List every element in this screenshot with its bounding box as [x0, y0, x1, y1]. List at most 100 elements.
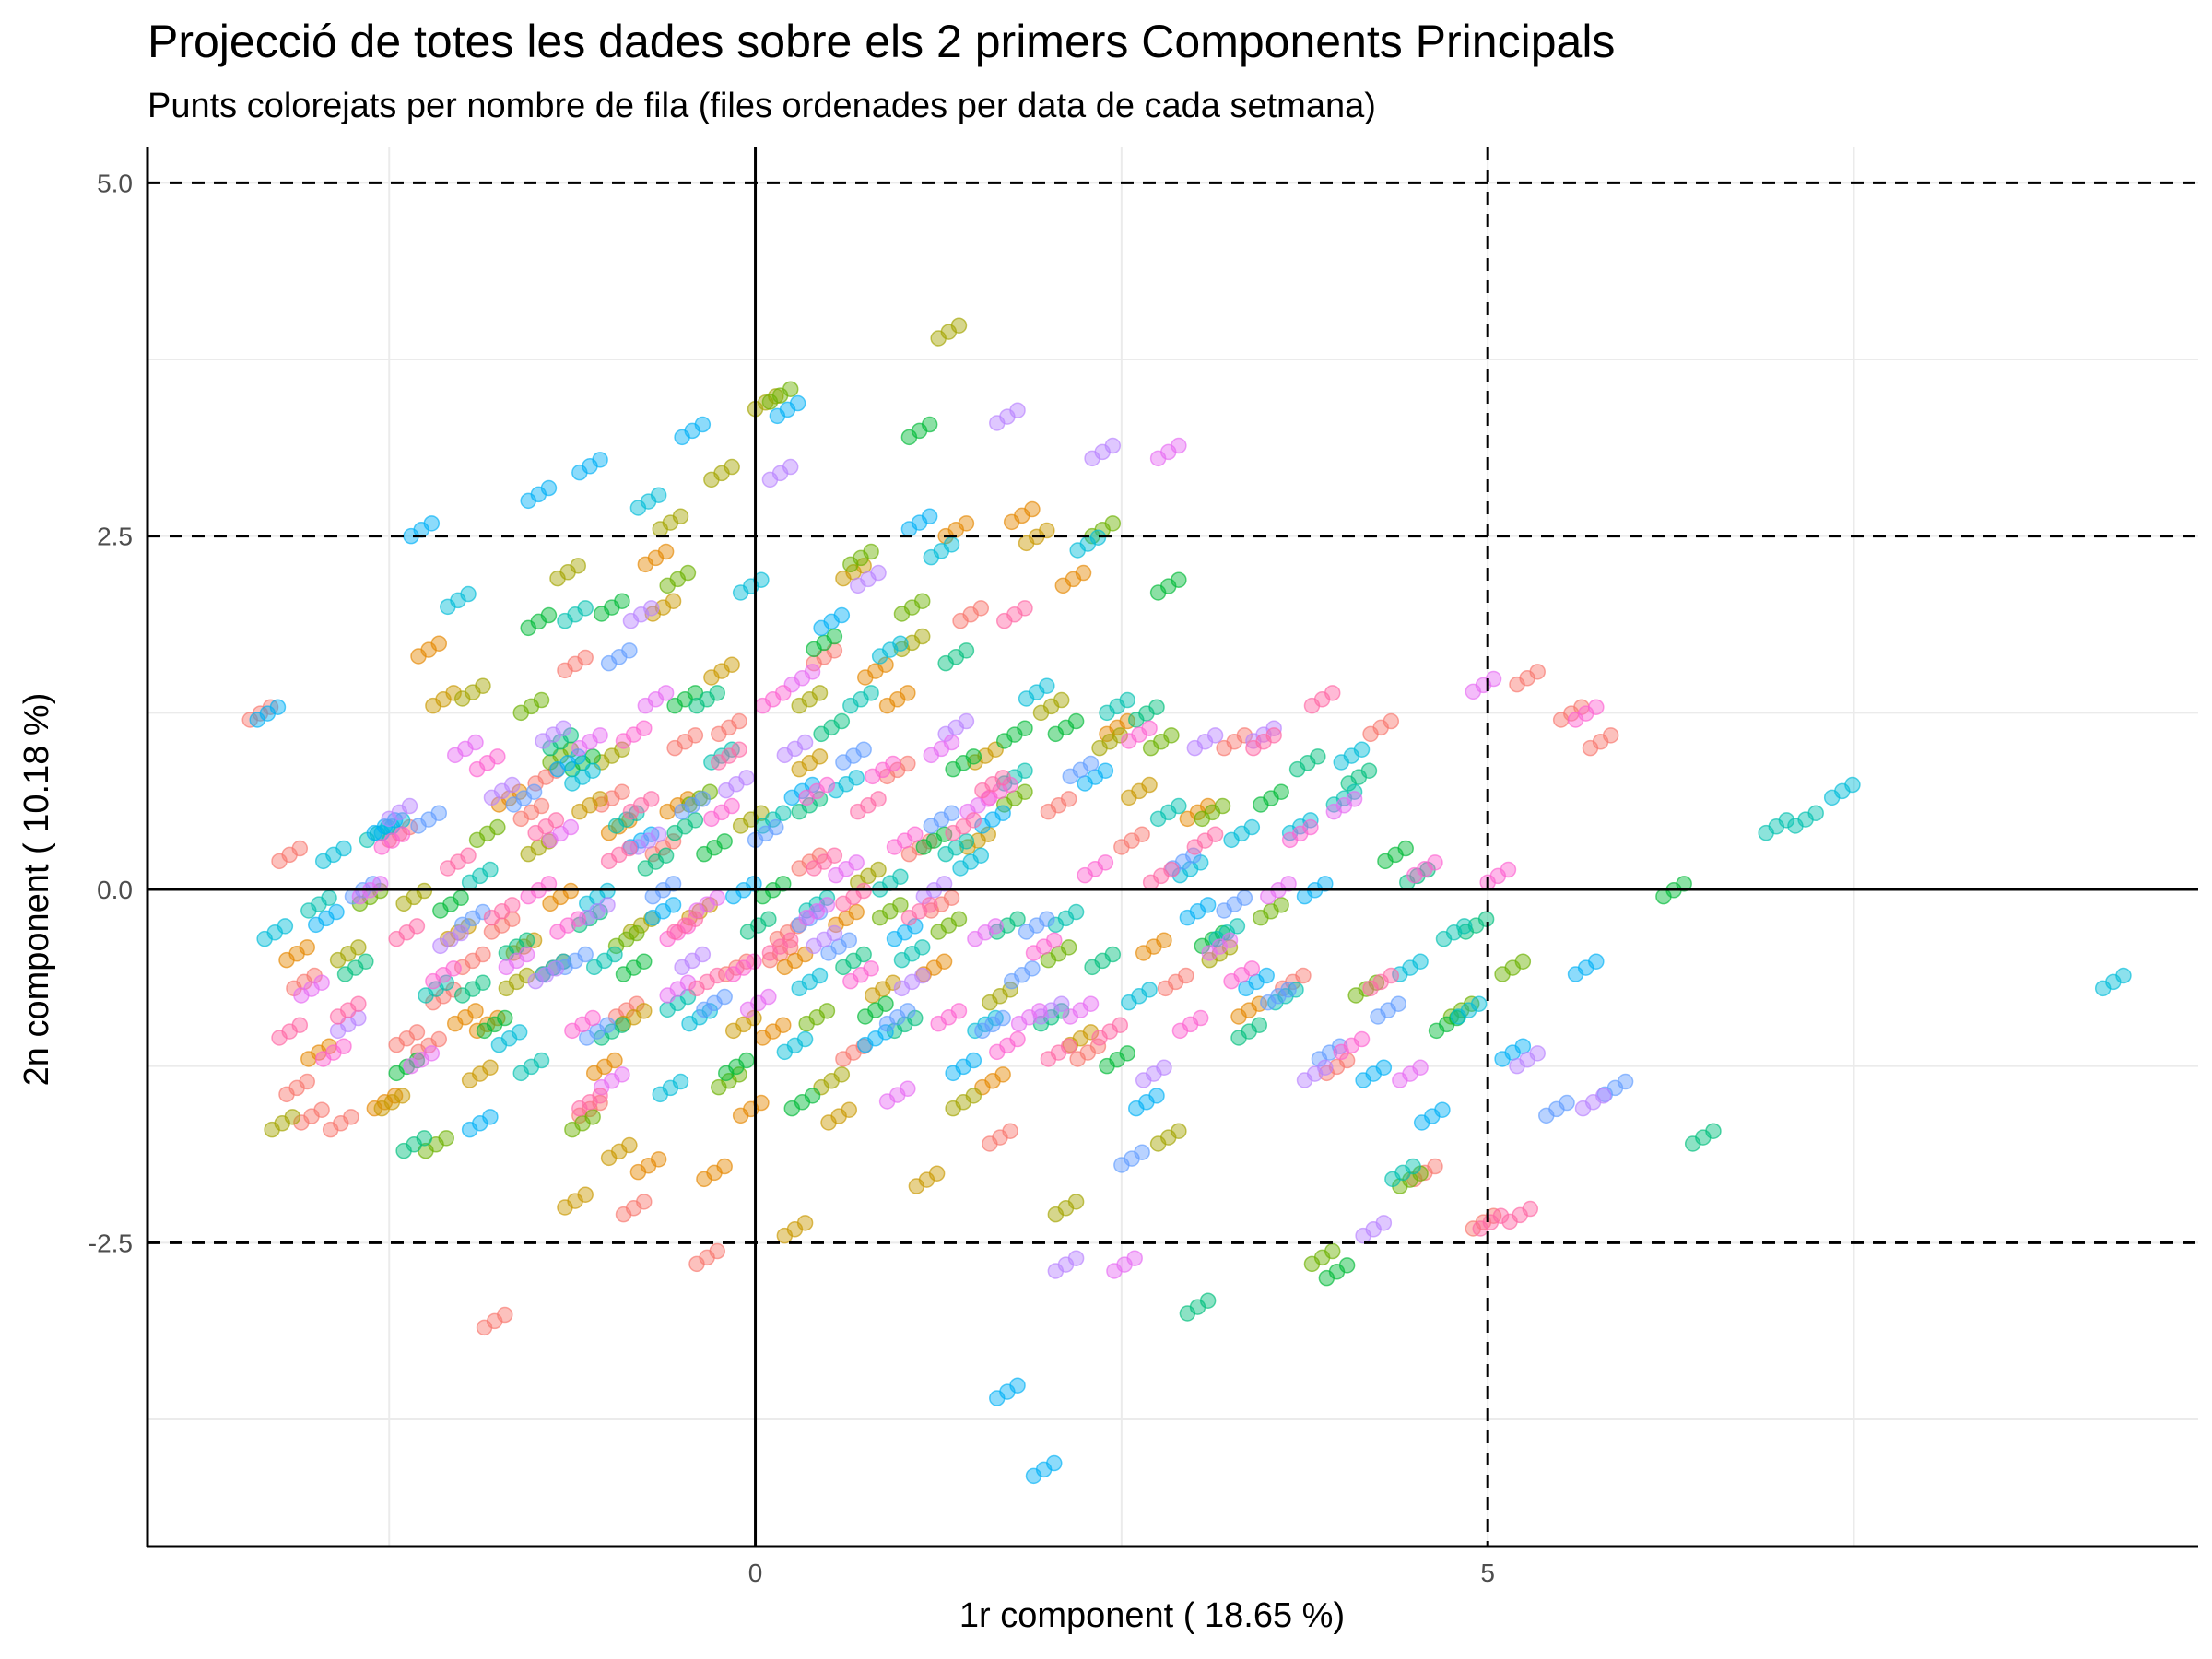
- data-point: [475, 677, 491, 694]
- data-point: [1338, 1052, 1356, 1069]
- data-point: [1089, 529, 1107, 546]
- data-point: [1171, 1123, 1187, 1139]
- data-point: [467, 1003, 484, 1019]
- data-point: [1559, 1094, 1575, 1112]
- data-point: [1067, 1194, 1085, 1210]
- data-point: [401, 797, 418, 815]
- data-point: [1067, 1250, 1085, 1266]
- data-point: [782, 932, 799, 948]
- y-axis-title: 2n component ( 10.18 %): [18, 693, 56, 1087]
- data-point: [972, 600, 990, 617]
- data-point: [870, 564, 887, 582]
- data-point: [1595, 1088, 1612, 1104]
- data-point: [1112, 727, 1129, 744]
- data-point: [731, 712, 747, 730]
- data-point: [701, 1003, 719, 1019]
- data-point: [855, 741, 872, 758]
- data-point: [900, 685, 916, 701]
- data-point: [1676, 876, 1692, 892]
- data-point: [547, 812, 565, 829]
- data-point: [1104, 946, 1122, 963]
- data-point: [343, 1109, 359, 1125]
- data-point: [833, 1066, 851, 1083]
- data-point: [482, 1059, 499, 1076]
- data-point: [636, 1194, 653, 1210]
- data-point: [621, 642, 638, 659]
- data-point: [636, 953, 653, 970]
- data-point: [460, 847, 477, 864]
- data-point: [335, 840, 352, 857]
- data-point: [848, 854, 865, 871]
- data-point: [358, 953, 374, 970]
- data-point: [687, 812, 704, 829]
- data-point: [1588, 953, 1605, 970]
- data-point: [1346, 791, 1363, 807]
- data-point: [394, 826, 411, 842]
- data-point: [665, 593, 682, 609]
- data-point: [1405, 1158, 1421, 1175]
- data-point: [547, 960, 565, 977]
- data-point: [1192, 1009, 1209, 1027]
- data-point: [826, 847, 843, 864]
- data-point: [1082, 995, 1100, 1012]
- data-point: [1273, 783, 1289, 800]
- data-point: [584, 1009, 601, 1027]
- data-point: [709, 967, 725, 984]
- data-point: [1141, 982, 1158, 998]
- data-point: [606, 946, 623, 963]
- data-point: [1807, 805, 1824, 821]
- data-point: [833, 712, 851, 730]
- data-point: [1229, 918, 1246, 935]
- data-point: [511, 1024, 528, 1041]
- data-point: [943, 805, 960, 821]
- data-point: [811, 967, 829, 984]
- data-point: [753, 1094, 770, 1112]
- data-point: [475, 946, 491, 963]
- data-point: [724, 797, 740, 815]
- data-point: [614, 1066, 630, 1083]
- data-point: [313, 1101, 330, 1118]
- data-point: [445, 685, 462, 701]
- data-point: [1024, 960, 1041, 977]
- data-point: [350, 939, 367, 956]
- data-point: [709, 685, 725, 701]
- data-point: [555, 720, 572, 736]
- data-point: [1178, 967, 1194, 984]
- data-point: [482, 861, 499, 878]
- data-point: [965, 812, 982, 829]
- data-point: [877, 656, 894, 673]
- data-point: [1412, 953, 1429, 970]
- data-point: [533, 797, 550, 815]
- data-point: [423, 1045, 441, 1062]
- data-point: [1514, 1038, 1532, 1054]
- data-point: [928, 1165, 946, 1182]
- data-point: [1031, 1003, 1048, 1019]
- grid-lines: [147, 147, 2198, 1547]
- data-point: [430, 1030, 448, 1048]
- data-point: [291, 1017, 309, 1033]
- data-point: [540, 479, 558, 497]
- data-point: [950, 911, 968, 927]
- data-point: [299, 939, 315, 956]
- data-point: [1206, 727, 1224, 744]
- data-point: [629, 805, 645, 821]
- data-point: [1017, 762, 1033, 779]
- data-point: [584, 762, 601, 779]
- data-point: [994, 770, 1011, 786]
- data-point: [1112, 1017, 1129, 1033]
- data-point: [621, 1136, 638, 1154]
- data-point: [958, 833, 975, 850]
- data-point: [1353, 741, 1371, 758]
- data-point: [1529, 664, 1546, 680]
- data-point: [657, 847, 675, 864]
- data-point: [1104, 437, 1122, 454]
- data-point: [1046, 1454, 1063, 1472]
- data-point: [980, 826, 996, 842]
- data-point: [804, 1088, 821, 1104]
- data-point: [679, 564, 697, 582]
- data-point: [1067, 903, 1085, 921]
- data-point: [1097, 762, 1114, 779]
- data-point: [335, 1038, 352, 1054]
- data-point: [1148, 1088, 1165, 1104]
- data-point: [394, 1088, 411, 1104]
